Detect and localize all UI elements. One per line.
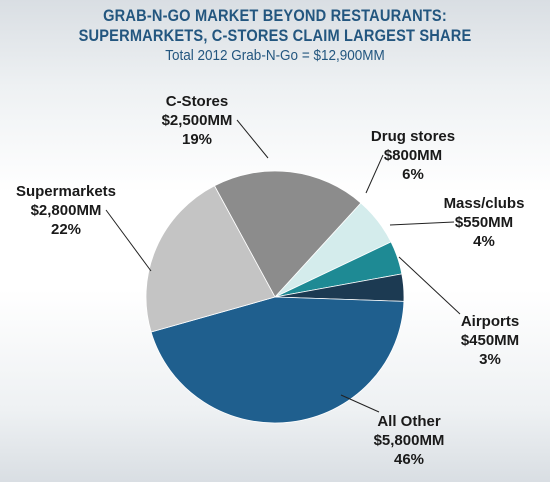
slice-label-amount: $5,800MM [374, 432, 445, 449]
leader-lines [105, 119, 461, 413]
slice-label-percent: 4% [473, 233, 495, 250]
leader-line-all-other [340, 394, 380, 413]
leader-line-supermarkets [105, 209, 152, 272]
leader-line-c-stores [236, 119, 269, 159]
slice-label-amount: $800MM [384, 147, 442, 164]
slice-label-percent: 19% [182, 131, 212, 148]
slice-label-name: All Other [377, 413, 441, 430]
slice-label-name: C-Stores [166, 93, 229, 110]
slice-label-name: Airports [461, 313, 519, 330]
slice-label-percent: 3% [479, 351, 501, 368]
leader-line-mass-clubs [389, 221, 455, 226]
pie-slice-c-stores [213, 170, 362, 298]
slice-label-name: Mass/clubs [444, 195, 525, 212]
slice-label-name: Drug stores [371, 128, 455, 145]
slice-label-amount: $450MM [461, 332, 519, 349]
slice-label-percent: 46% [394, 451, 424, 468]
slice-label-amount: $2,500MM [162, 112, 233, 129]
leader-line-drug-stores [365, 154, 384, 194]
pie-slices [145, 170, 405, 424]
chart-title-line-1: GRAB-N-GO MARKET BEYOND RESTAURANTS: [103, 6, 447, 25]
slice-label-amount: $2,800MM [31, 202, 102, 219]
slice-label-name: Supermarkets [16, 183, 116, 200]
chart-title-line-2: SUPERMARKETS, C-STORES CLAIM LARGEST SHA… [78, 26, 472, 45]
leader-line-airports [398, 256, 461, 315]
chart-subtitle: Total 2012 Grab-N-Go = $12,900MM [165, 47, 385, 64]
slice-label-amount: $550MM [455, 214, 513, 231]
slice-labels: C-Stores $2,500MM 19% Drug stores $800MM 6% Ma… [16, 93, 524, 468]
chart-title-block: GRAB-N-GO MARKET BEYOND RESTAURANTS: SUP… [0, 6, 550, 66]
pie-slice-all-other [150, 296, 405, 424]
pie-slice-supermarkets [145, 185, 276, 333]
slice-label-percent: 6% [402, 166, 424, 183]
slice-label-percent: 22% [51, 221, 81, 238]
